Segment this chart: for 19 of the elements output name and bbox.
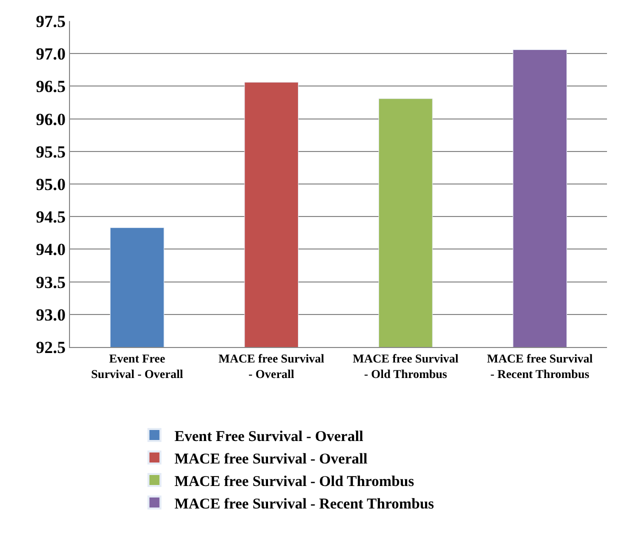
y-tick-label: 94.0 [36, 240, 66, 260]
y-tick-label: 97.5 [36, 12, 66, 31]
legend-label: Event Free Survival - Overall [174, 428, 364, 445]
x-tick-label: MACE free Survival - Recent Thrombus [486, 351, 594, 381]
y-tick-label: 97.0 [36, 44, 66, 64]
y-tick-label: 93.5 [36, 272, 66, 292]
x-tick-label: Event Free Survival - Overall [91, 351, 184, 381]
y-tick-label: 92.5 [36, 338, 66, 357]
y-tick-label: 93.0 [36, 305, 66, 324]
y-tick-label: 96.5 [36, 77, 66, 96]
legend-label: MACE free Survival - Old Thrombus [174, 474, 414, 490]
x-tick-label: MACE free Survival - Old Thrombus [352, 351, 460, 381]
y-tick-label: 95.5 [36, 142, 66, 162]
y-tick-label: 96.0 [36, 110, 66, 129]
legend-label: MACE free Survival - Overall [174, 451, 368, 468]
x-tick-label: MACE free Survival - Overall [218, 351, 325, 381]
y-tick-label: 94.5 [36, 208, 66, 227]
y-tick-label: 95.0 [36, 174, 66, 194]
legend-label: MACE free Survival - Recent Thrombus [174, 496, 434, 512]
